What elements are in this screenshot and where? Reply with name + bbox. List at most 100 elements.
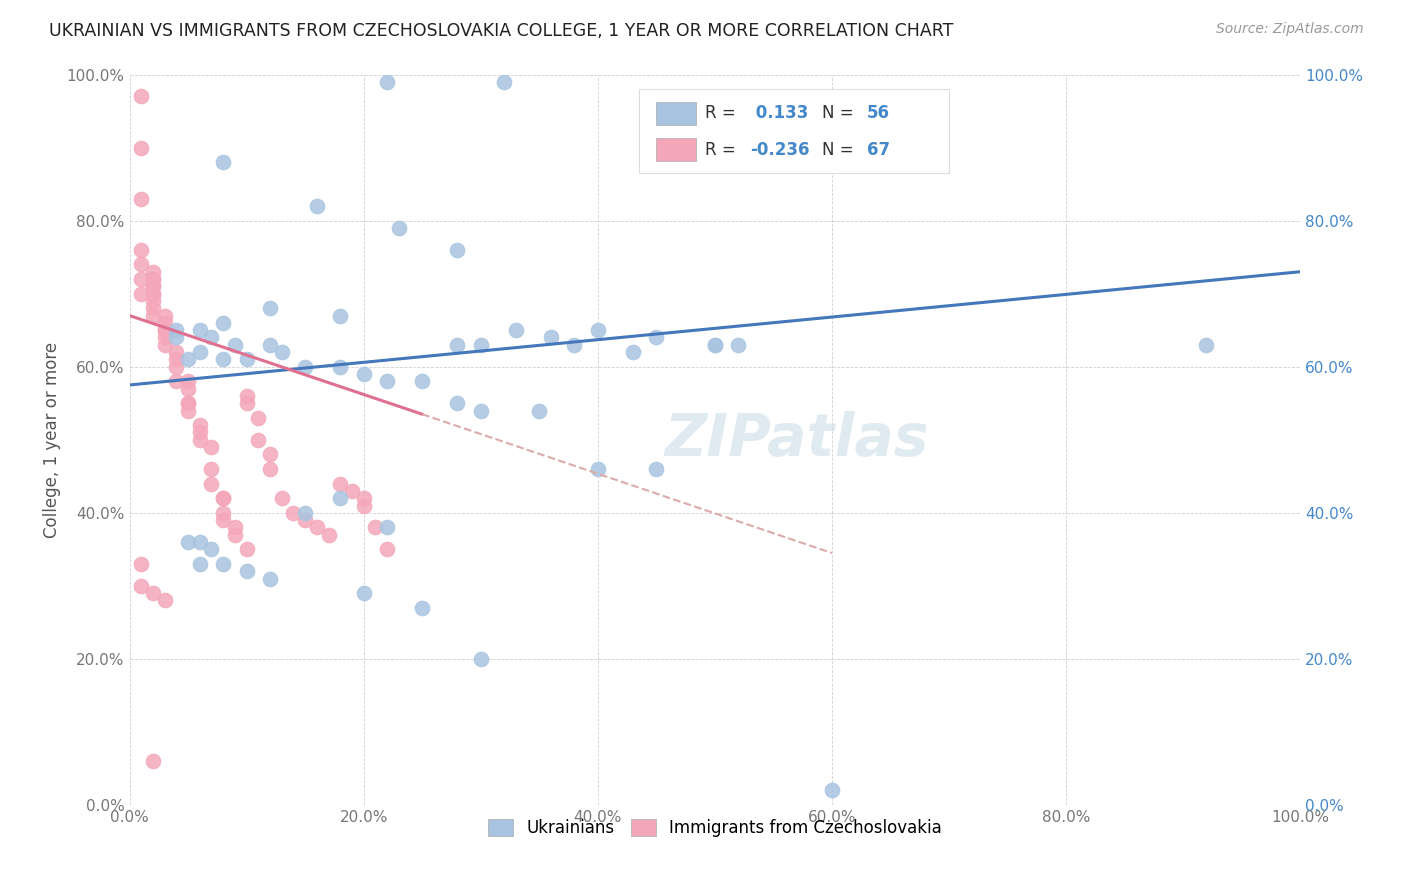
Point [129, 89, 152, 103]
Text: ZIPatlas: ZIPatlas [665, 411, 929, 468]
Point [247, 433, 270, 447]
Point [142, 272, 165, 286]
Point [270, 491, 292, 506]
Point [177, 535, 200, 549]
Point [224, 338, 246, 352]
Point [259, 447, 281, 461]
Point [177, 382, 200, 396]
Point [703, 338, 725, 352]
Point [177, 403, 200, 417]
Text: 56: 56 [868, 104, 890, 122]
Point [353, 367, 375, 381]
Point [188, 418, 211, 433]
Point [188, 557, 211, 571]
FancyBboxPatch shape [657, 102, 696, 125]
Point [200, 330, 222, 344]
Text: R =: R = [706, 141, 741, 159]
Point [165, 330, 187, 344]
Point [200, 542, 222, 557]
Point [188, 535, 211, 549]
Point [294, 359, 316, 374]
Point [294, 506, 316, 520]
Point [505, 323, 527, 337]
Point [188, 425, 211, 440]
Point [142, 265, 165, 279]
Point [142, 286, 165, 301]
Y-axis label: College, 1 year or more: College, 1 year or more [44, 342, 60, 538]
Point [129, 192, 152, 206]
Point [318, 527, 340, 541]
Text: N =: N = [823, 104, 859, 122]
Point [212, 491, 235, 506]
Point [411, 600, 433, 615]
Text: Source: ZipAtlas.com: Source: ZipAtlas.com [1216, 22, 1364, 37]
Point [259, 462, 281, 476]
Point [329, 309, 352, 323]
Text: N =: N = [823, 141, 859, 159]
Point [129, 272, 152, 286]
Text: 0.133: 0.133 [749, 104, 808, 122]
Point [224, 527, 246, 541]
Point [388, 221, 411, 235]
Point [129, 557, 152, 571]
Point [375, 542, 398, 557]
Point [529, 403, 551, 417]
FancyBboxPatch shape [638, 89, 949, 173]
Point [645, 462, 668, 476]
Point [727, 338, 749, 352]
Point [165, 374, 187, 388]
Legend: Ukrainians, Immigrants from Czechoslovakia: Ukrainians, Immigrants from Czechoslovak… [481, 813, 949, 844]
Point [142, 272, 165, 286]
Text: 67: 67 [868, 141, 890, 159]
Point [129, 257, 152, 271]
Point [259, 338, 281, 352]
Point [329, 476, 352, 491]
Point [446, 396, 468, 410]
Point [446, 243, 468, 257]
Point [586, 462, 609, 476]
Point [270, 345, 292, 359]
Point [259, 572, 281, 586]
Point [494, 75, 516, 89]
Point [235, 542, 257, 557]
Point [621, 345, 644, 359]
Point [586, 323, 609, 337]
Point [212, 316, 235, 330]
Point [212, 506, 235, 520]
Point [165, 345, 187, 359]
FancyBboxPatch shape [657, 138, 696, 161]
Point [235, 564, 257, 578]
Point [177, 352, 200, 367]
Point [142, 279, 165, 293]
Point [340, 483, 363, 498]
Point [200, 476, 222, 491]
Point [153, 338, 176, 352]
Point [142, 309, 165, 323]
Point [470, 403, 492, 417]
Point [375, 75, 398, 89]
Point [821, 783, 844, 797]
Point [235, 389, 257, 403]
Point [235, 396, 257, 410]
Point [294, 513, 316, 527]
Point [353, 586, 375, 600]
Point [142, 279, 165, 293]
Point [165, 352, 187, 367]
Point [142, 301, 165, 316]
Point [165, 359, 187, 374]
Point [142, 286, 165, 301]
Point [645, 330, 668, 344]
Point [200, 462, 222, 476]
Point [153, 323, 176, 337]
Point [212, 557, 235, 571]
Point [129, 579, 152, 593]
Point [305, 199, 328, 213]
Point [153, 309, 176, 323]
Text: -0.236: -0.236 [749, 141, 810, 159]
Point [353, 491, 375, 506]
Point [153, 316, 176, 330]
Point [329, 491, 352, 506]
Point [364, 520, 387, 534]
Point [446, 338, 468, 352]
Point [177, 396, 200, 410]
